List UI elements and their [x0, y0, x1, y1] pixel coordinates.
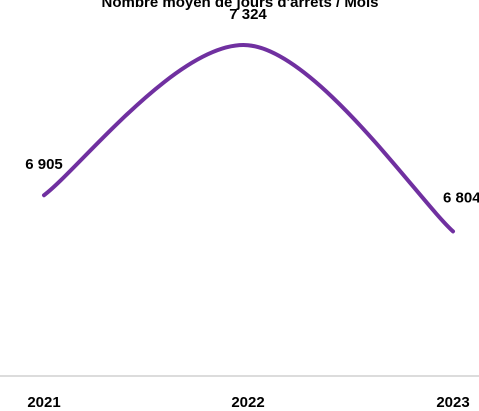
line	[42, 43, 455, 234]
data-label: 6 905	[25, 156, 63, 173]
x-tick-label: 2022	[231, 394, 264, 411]
x-tick-label: 2023	[436, 394, 469, 411]
data-label: 7 324	[229, 6, 267, 23]
data-label: 6 804	[443, 189, 479, 206]
chart-title: Nombre moyen de jours d'arrêts / Mois	[102, 0, 379, 11]
x-tick-label: 2021	[27, 394, 60, 411]
